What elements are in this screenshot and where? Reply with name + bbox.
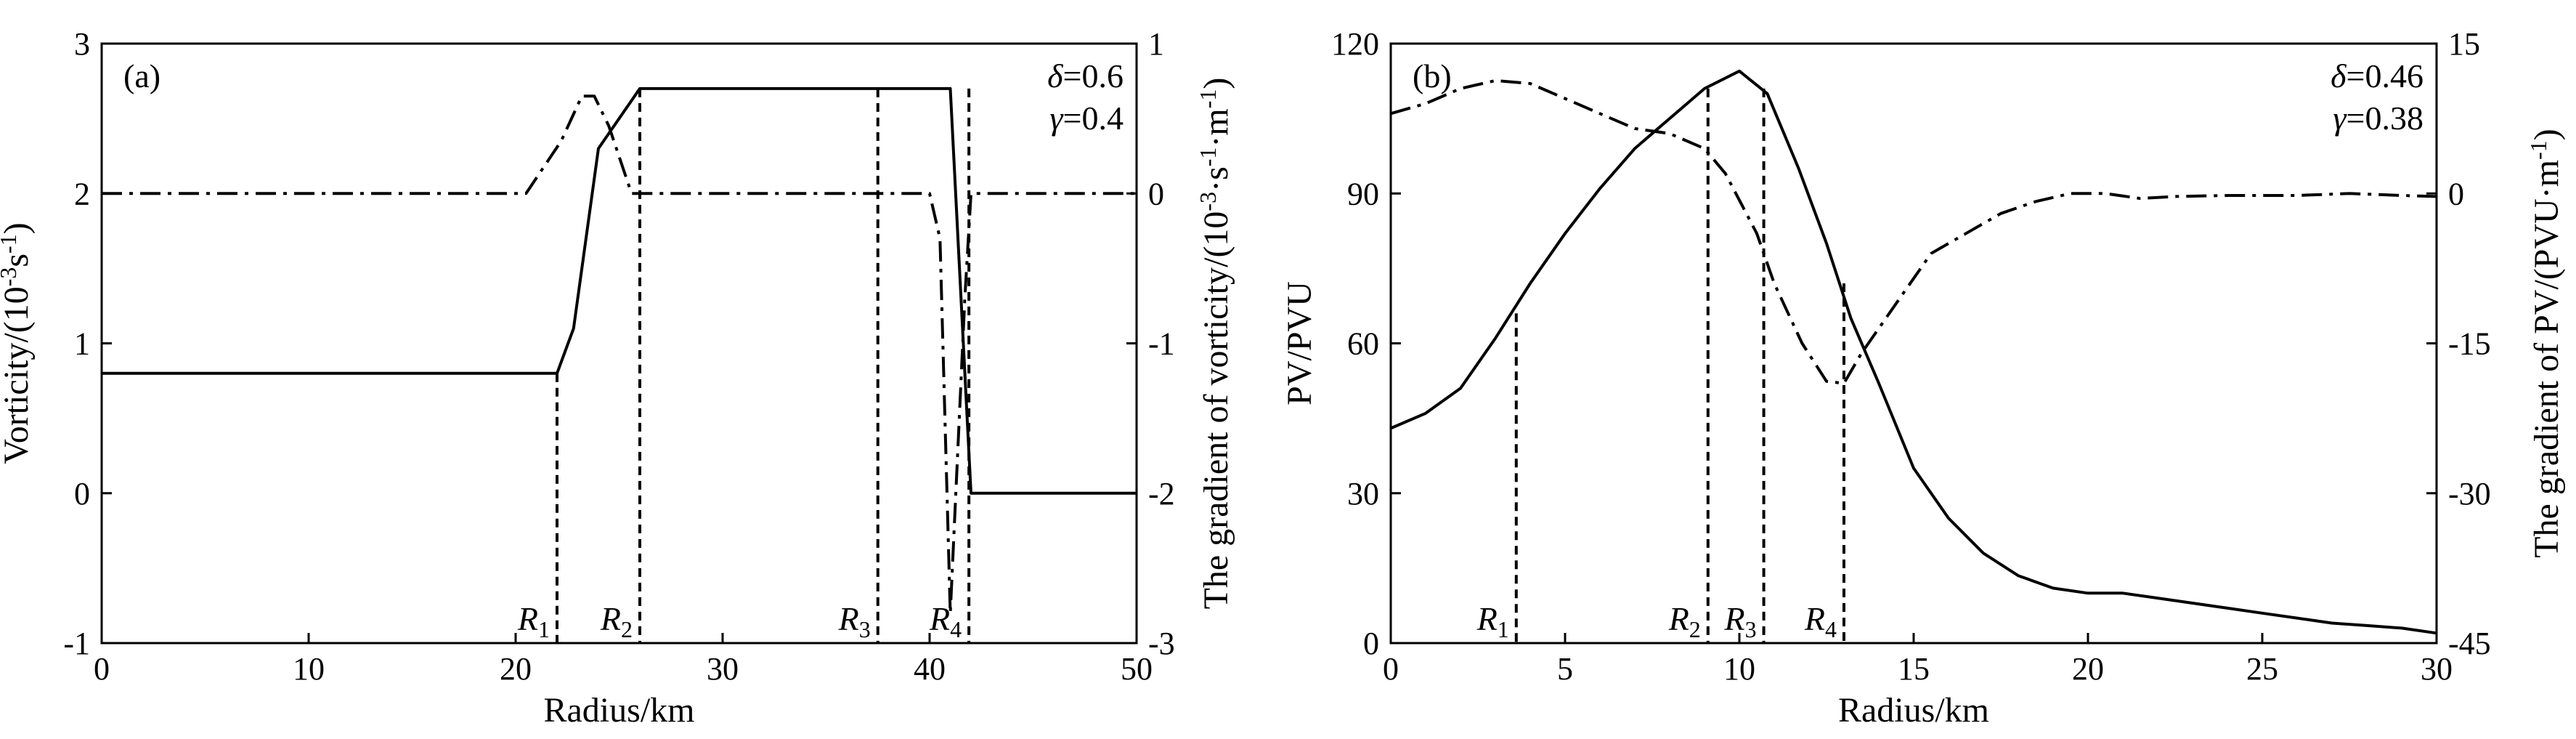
radius-marker-label-4: R4 — [929, 600, 962, 642]
y-left-tick-label: -1 — [63, 626, 90, 661]
radius-marker-label-3: R3 — [1723, 600, 1756, 642]
y-right-tick-label: 1 — [1148, 26, 1164, 62]
radius-marker-label-2: R2 — [600, 600, 633, 642]
y-right-tick-label: -45 — [2448, 626, 2491, 661]
x-tick-label: 5 — [1557, 651, 1573, 687]
y-right-tick-label: 0 — [1148, 176, 1164, 211]
delta-annotation: δ=0.46 — [2331, 57, 2423, 94]
radius-marker-label-4: R4 — [1804, 600, 1837, 642]
y-right-tick-label: -2 — [1148, 476, 1175, 512]
panel-label: (a) — [123, 57, 161, 94]
gamma-annotation: γ=0.38 — [2333, 100, 2423, 137]
y-right-tick-label: -1 — [1148, 326, 1175, 362]
y-right-tick-label: -15 — [2448, 326, 2491, 362]
y-left-tick-label: 60 — [1347, 326, 1379, 362]
radius-marker-label-2: R2 — [1668, 600, 1701, 642]
y-right-axis-title: The gradient of PV/(PVU·m-1) — [2525, 129, 2566, 558]
x-axis-title: Radius/km — [543, 691, 694, 730]
x-tick-label: 0 — [94, 651, 110, 687]
y-left-tick-label: 0 — [74, 476, 90, 512]
y-left-axis-title: Vorticity/(10-3s-1) — [0, 222, 36, 464]
x-tick-label: 40 — [914, 651, 946, 687]
radius-marker-label-1: R1 — [517, 600, 550, 642]
gamma-annotation: γ=0.4 — [1049, 100, 1124, 137]
panel-a: R1 R2 R3 R40 10 20 30 40 50-10123-3-2-101Radius/… — [0, 26, 1235, 730]
x-tick-label: 0 — [1383, 651, 1399, 687]
series-dashdot-line — [1390, 78, 2437, 385]
y-right-tick-label: 0 — [2448, 176, 2464, 211]
y-right-tick-label: -30 — [2448, 476, 2491, 512]
radius-marker-label-1: R1 — [1476, 600, 1509, 642]
x-axis-title: Radius/km — [1838, 691, 1989, 730]
x-tick-label: 25 — [2246, 651, 2278, 687]
plot-frame — [100, 42, 1138, 645]
series-solid-line — [1390, 69, 2437, 635]
y-left-tick-label: 120 — [1331, 26, 1379, 62]
x-tick-label: 10 — [293, 651, 325, 687]
series-dashdot-line — [102, 94, 1137, 615]
y-left-tick-label: 3 — [74, 26, 90, 62]
y-left-tick-label: 90 — [1347, 176, 1379, 211]
delta-annotation: δ=0.6 — [1047, 57, 1124, 94]
radius-marker-label-3: R3 — [838, 600, 871, 642]
panel-label: (b) — [1413, 57, 1452, 94]
y-left-tick-label: 2 — [74, 176, 90, 211]
plot-frame — [1389, 42, 2438, 645]
y-right-axis-title: The gradient of vorticity/(10-3·s-1·m-1) — [1195, 78, 1235, 610]
y-left-tick-label: 30 — [1347, 476, 1379, 512]
y-right-tick-label: 15 — [2448, 26, 2480, 62]
y-left-tick-label: 1 — [74, 326, 90, 362]
series-solid-line — [102, 86, 1137, 495]
x-tick-label: 50 — [1121, 651, 1153, 687]
x-tick-label: 15 — [1898, 651, 1930, 687]
x-tick-label: 30 — [707, 651, 739, 687]
y-left-axis-title: PV/PVU — [1280, 281, 1319, 405]
y-right-tick-label: -3 — [1148, 626, 1175, 661]
x-tick-label: 20 — [2072, 651, 2104, 687]
y-left-tick-label: 0 — [1363, 626, 1379, 661]
x-tick-label: 20 — [500, 651, 532, 687]
panel-b: R1 R2 R3 R4 0 5 10 15 20 25 30 0 30 60 90 120 -45 -30 -15 0… — [1280, 26, 2566, 730]
x-tick-label: 10 — [1723, 651, 1755, 687]
x-tick-label: 30 — [2421, 651, 2453, 687]
